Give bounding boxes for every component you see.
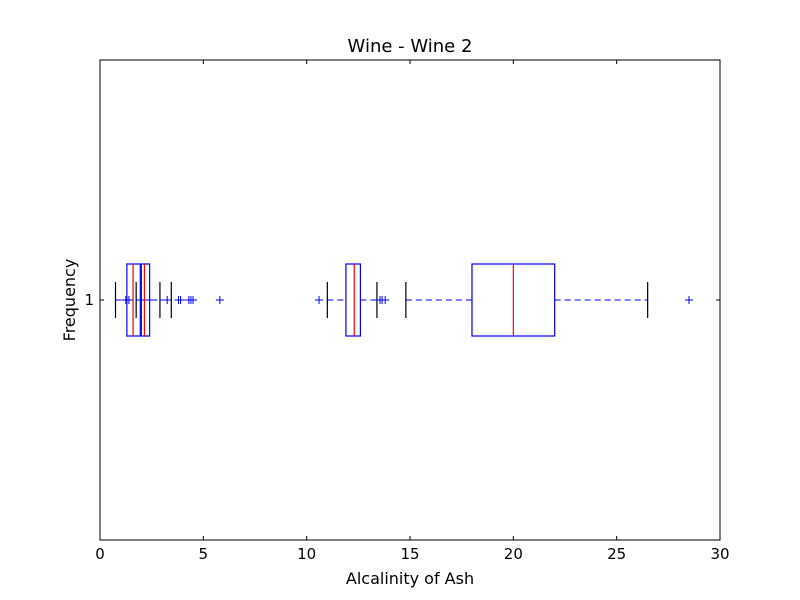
outlier-point bbox=[189, 296, 197, 304]
box-iqr bbox=[345, 263, 361, 337]
x-tick-label: 20 bbox=[504, 545, 523, 563]
y-axis-label: Frequency bbox=[60, 259, 79, 342]
outlier-point bbox=[124, 296, 133, 304]
x-tick-label: 15 bbox=[400, 545, 419, 563]
outlier-point bbox=[381, 296, 390, 304]
outlier-point bbox=[215, 296, 224, 304]
x-axis-label: Alcalinity of Ash bbox=[346, 569, 474, 588]
x-tick-label: 5 bbox=[199, 545, 209, 563]
x-tick-label: 10 bbox=[297, 545, 316, 563]
x-axis: 0 5 10 15 20 25 30 bbox=[95, 60, 730, 563]
box-series bbox=[114, 263, 693, 337]
box-group bbox=[405, 263, 693, 337]
y-tick-label: 1 bbox=[84, 291, 94, 309]
x-tick-label: 0 bbox=[95, 545, 105, 563]
chart-title: Wine - Wine 2 bbox=[348, 36, 473, 57]
outlier-point bbox=[315, 296, 324, 304]
box-group bbox=[315, 263, 390, 337]
outlier-point bbox=[685, 296, 693, 304]
x-tick-label: 25 bbox=[607, 545, 626, 563]
outlier-point bbox=[176, 296, 185, 304]
x-tick-label: 30 bbox=[710, 545, 729, 563]
box-group bbox=[135, 263, 224, 337]
y-axis: 1 bbox=[84, 291, 720, 309]
